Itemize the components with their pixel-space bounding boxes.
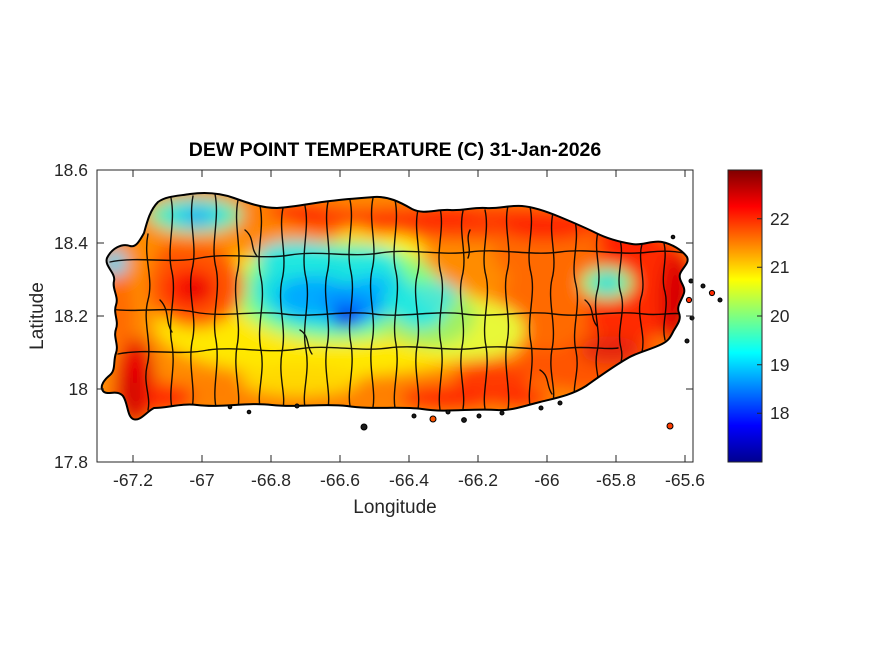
x-tick-label: -66.4 — [389, 470, 429, 490]
x-tick-label: -66 — [534, 470, 560, 490]
x-tick-label: -65.6 — [665, 470, 705, 490]
municipality-boundaries — [103, 193, 688, 411]
colorbar — [727, 169, 763, 463]
colorbar-gradient — [728, 170, 762, 462]
x-tick-label: -67.2 — [113, 470, 153, 490]
x-axis-label: Longitude — [353, 497, 437, 518]
x-tick-label: -66.8 — [251, 470, 291, 490]
y-tick-label: 17.8 — [53, 452, 88, 472]
colorbar-tick-label: 19 — [770, 355, 790, 375]
y-tick-label: 18 — [68, 379, 88, 399]
y-tick-label: 18.4 — [53, 233, 88, 253]
colorbar-tick-label: 21 — [770, 257, 790, 277]
x-tick-label: -65.8 — [596, 470, 636, 490]
colorbar-tick-label: 20 — [770, 306, 790, 326]
coastline — [100, 192, 689, 421]
offshore-islets — [227, 234, 723, 431]
x-tick-label: -67 — [189, 470, 215, 490]
plot-title: DEW POINT TEMPERATURE (C) 31-Jan-2026 — [188, 139, 602, 161]
y-tick-label: 18.6 — [53, 160, 88, 180]
plot-frame — [96, 169, 694, 463]
y-tick-label: 18.2 — [53, 306, 88, 326]
colorbar-tick-label: 18 — [770, 403, 790, 423]
x-tick-label: -66.6 — [320, 470, 360, 490]
colorbar-tick-label: 22 — [770, 209, 790, 229]
x-tick-label: -66.2 — [458, 470, 498, 490]
